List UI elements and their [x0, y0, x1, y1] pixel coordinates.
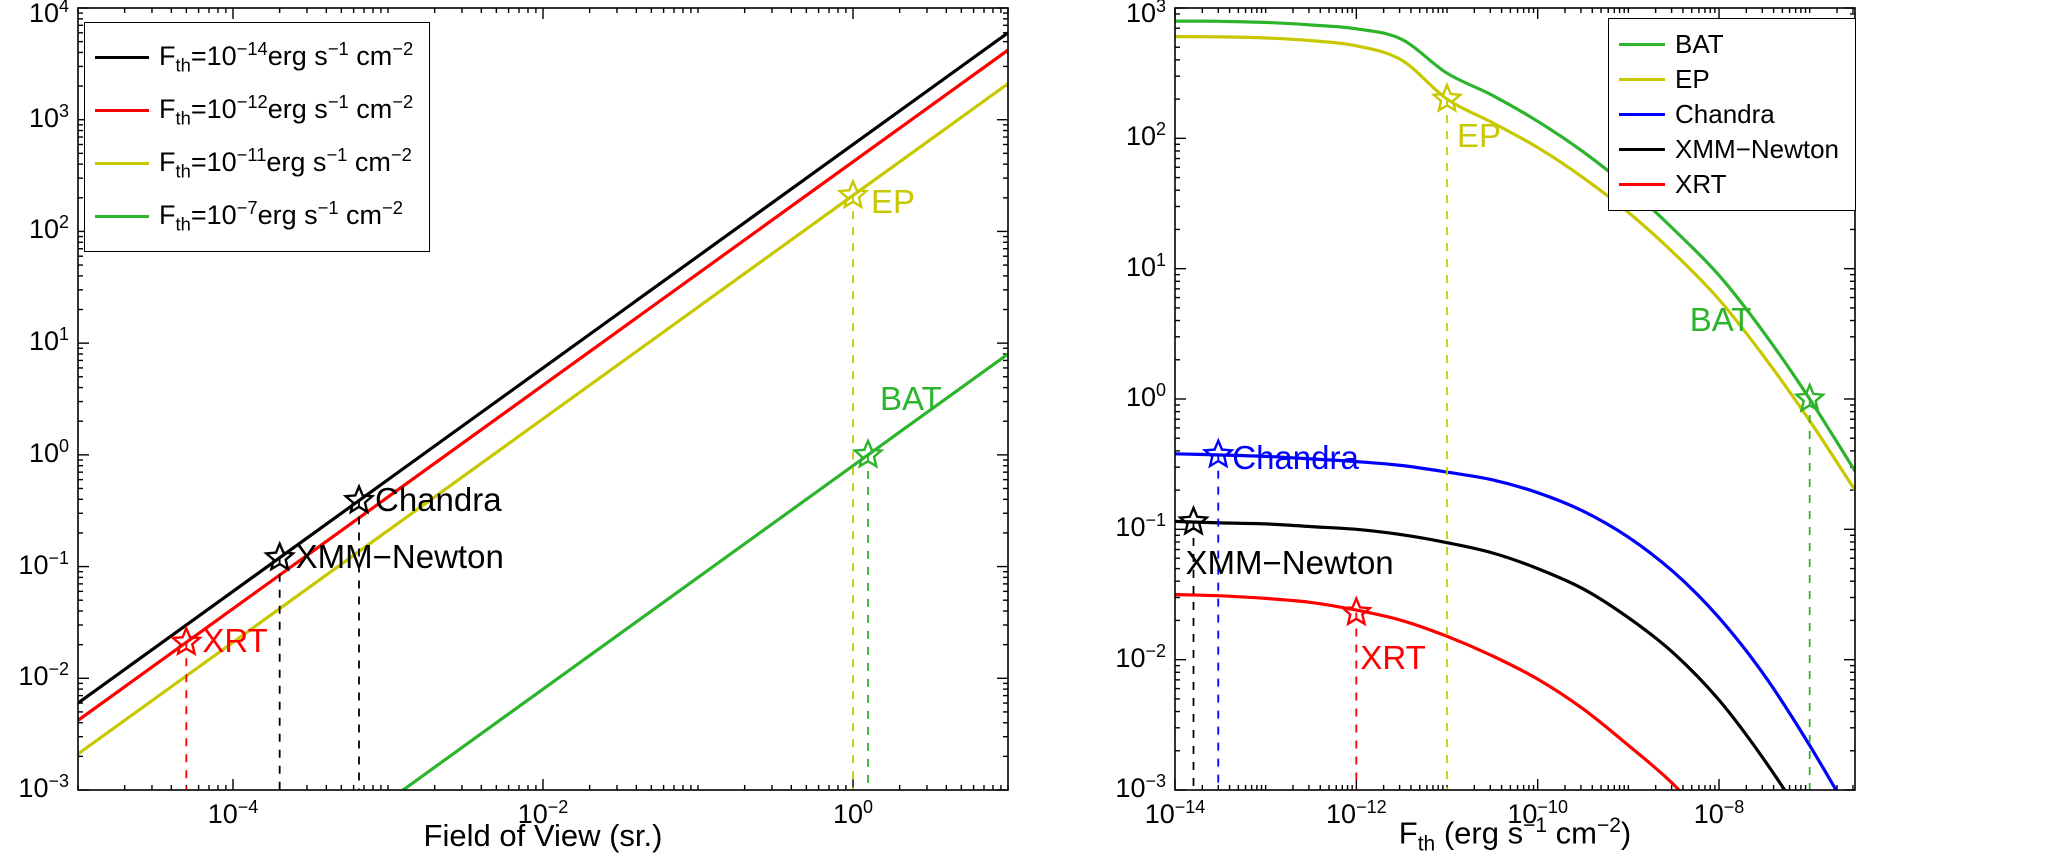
y-tick-label: 103: [28, 100, 69, 133]
y-tick-label: 102: [1125, 119, 1166, 152]
series-line-f-th-10-14-erg-s-1-cm-2: [78, 31, 1008, 705]
legend-entry-xmm-newton: XMM−Newton: [1619, 132, 1839, 167]
annotation-xrt: XRT: [1360, 638, 1426, 676]
chart-field-of-view: XRT XMM−Newton Chandra EP BAT 10−4 10−2 100 10−3…: [18, 0, 1009, 853]
legend-entry-chandra: Chandra: [1619, 97, 1839, 132]
legend-entry-bat: BAT: [1619, 27, 1839, 62]
y-tick-label: 104: [28, 0, 69, 28]
marker-star-ep: [836, 178, 870, 210]
y-tick-label: 10−2: [1115, 640, 1166, 673]
marker-star-xrt: [1340, 595, 1373, 627]
y-tick-label: 10−3: [1115, 771, 1166, 803]
annotation-chandra: Chandra: [1232, 438, 1359, 476]
legend-label: Fth=10−11erg s−1 cm−2: [159, 144, 412, 182]
x-tick-label: 10−10: [1507, 797, 1568, 829]
legend-entry-f-th-10-11-erg-s-1-cm-2: Fth=10−11erg s−1 cm−2: [95, 137, 413, 190]
legend-label: Chandra: [1675, 99, 1775, 129]
y-tick-label: 10−3: [18, 771, 69, 803]
marker-star-ep: [1430, 81, 1464, 113]
marker-star-bat: [1793, 381, 1826, 413]
legend-label: Fth=10−12erg s−1 cm−2: [159, 91, 414, 129]
plot-canvas-grasp: [1174, 7, 1856, 791]
legend-label: BAT: [1675, 29, 1724, 59]
y-tick-label: 101: [1125, 249, 1166, 282]
x-tick-label: 10−2: [517, 797, 569, 829]
y-tick-label: 10−2: [18, 659, 69, 692]
marker-star-xmm-newton: [263, 540, 296, 572]
legend-entry-f-th-10-7-erg-s-1-cm-2: Fth=10−7erg s−1 cm−2: [95, 190, 413, 243]
y-tick-label: 10−1: [18, 547, 69, 580]
marker-star-xmm-newton: [1177, 504, 1210, 536]
marker-star-bat: [851, 437, 885, 469]
plot-border: [1174, 7, 1856, 791]
chart-grasp-vs-threshold-flux: XMM−Newton Chandra XRT EP BAT 10−14 10−12 10−10…: [1060, 0, 2055, 867]
marker-star-xrt: [170, 625, 203, 657]
series-line-f-th-10-12-erg-s-1-cm-2: [78, 48, 1008, 722]
legend-fov: Fth=10−14erg s−1 cm−2 Fth=10−12erg s−1 cm…: [84, 22, 431, 252]
series-line-xmm-newton: [1175, 519, 1787, 790]
marker-star-chandra: [342, 483, 376, 515]
legend-line-sample: [95, 215, 149, 218]
x-tick-label: 100: [832, 797, 874, 829]
legend-label: EP: [1675, 64, 1710, 94]
series-line-f-th-10-7-erg-s-1-cm-2: [400, 352, 1008, 790]
legend-entry-xrt: XRT: [1619, 167, 1839, 202]
marker-star-chandra: [1201, 437, 1235, 469]
y-tick-label: 102: [28, 212, 69, 245]
y-tick-label: 103: [1125, 0, 1166, 28]
legend-entry-f-th-10-12-erg-s-1-cm-2: Fth=10−12erg s−1 cm−2: [95, 84, 413, 137]
axis-ticks: [77, 7, 1009, 791]
series-line-xrt: [1175, 592, 1682, 790]
y-tick-label: 100: [28, 435, 69, 468]
x-axis-label: Fth (erg s−1 cm−2): [1398, 814, 1632, 856]
legend-label: XMM−Newton: [1675, 134, 1839, 164]
legend-line-sample: [1619, 43, 1665, 46]
y-tick-label: 101: [28, 324, 69, 357]
legend-line-sample: [95, 162, 149, 165]
annotation-ep: EP: [1457, 117, 1502, 155]
legend-line-sample: [1619, 148, 1665, 151]
legend-label: Fth=10−7erg s−1 cm−2: [159, 197, 403, 235]
y-tick-label: 10−1: [1115, 510, 1166, 543]
annotation-chandra: Chandra: [375, 480, 502, 518]
legend-entry-f-th-10-14-erg-s-1-cm-2: Fth=10−14erg s−1 cm−2: [95, 31, 413, 84]
plot-canvas-fov: [77, 7, 1009, 791]
annotation-bat: BAT: [880, 379, 942, 417]
series-line-chandra: [1175, 452, 1838, 790]
series-line-f-th-10-11-erg-s-1-cm-2: [78, 82, 1008, 756]
legend-grasp: BAT EP Chandra XMM−Newton XRT: [1608, 18, 1856, 211]
legend-line-sample: [1619, 183, 1665, 186]
annotation-xmm-newton: XMM−Newton: [1185, 543, 1394, 581]
legend-label: Fth=10−14erg s−1 cm−2: [159, 38, 414, 76]
legend-line-sample: [95, 109, 149, 112]
y-tick-label: 100: [1125, 380, 1166, 412]
legend-line-sample: [95, 56, 149, 59]
x-axis-label: Field of View (sr.): [423, 818, 663, 853]
legend-entry-ep: EP: [1619, 62, 1839, 97]
x-tick-label: 10−8: [1693, 797, 1745, 829]
annotation-xrt: XRT: [202, 622, 268, 660]
x-tick-label: 10−12: [1326, 797, 1387, 829]
series-line-ep: [1175, 35, 1855, 491]
annotation-bat: BAT: [1689, 301, 1752, 338]
legend-line-sample: [1619, 78, 1665, 81]
series-line-bat: [1175, 19, 1855, 472]
annotation-ep: EP: [871, 183, 916, 221]
legend-line-sample: [1619, 113, 1665, 116]
x-tick-label: 10−4: [207, 797, 259, 829]
legend-label: XRT: [1675, 169, 1727, 199]
plot-border: [77, 7, 1009, 791]
annotation-xmm-newton: XMM−Newton: [295, 537, 504, 575]
x-tick-label: 10−14: [1144, 797, 1206, 829]
